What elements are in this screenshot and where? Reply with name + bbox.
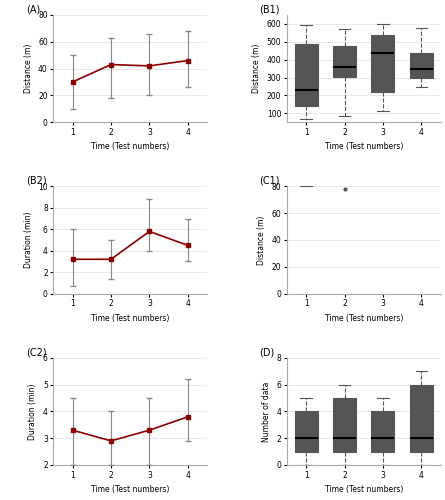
X-axis label: Time (Test numbers): Time (Test numbers) [91,485,170,494]
Y-axis label: Distance (m): Distance (m) [24,44,32,94]
Y-axis label: Number of data: Number of data [262,381,271,442]
PathPatch shape [372,0,394,32]
Text: (B2): (B2) [26,176,46,186]
Text: (D): (D) [259,347,275,357]
PathPatch shape [333,0,356,86]
PathPatch shape [410,384,433,452]
X-axis label: Time (Test numbers): Time (Test numbers) [324,314,403,322]
PathPatch shape [372,412,394,452]
PathPatch shape [333,46,356,76]
X-axis label: Time (Test numbers): Time (Test numbers) [324,485,403,494]
PathPatch shape [410,54,433,78]
PathPatch shape [333,398,356,452]
Text: (C1): (C1) [259,176,280,186]
Text: (B1): (B1) [259,4,280,14]
Text: (C2): (C2) [26,347,46,357]
Y-axis label: Distance (m): Distance (m) [257,216,266,264]
Y-axis label: Duration (min): Duration (min) [24,212,32,268]
Y-axis label: Duration (min): Duration (min) [28,383,37,440]
X-axis label: Time (Test numbers): Time (Test numbers) [91,142,170,152]
X-axis label: Time (Test numbers): Time (Test numbers) [91,314,170,322]
PathPatch shape [295,412,318,452]
PathPatch shape [295,0,318,120]
PathPatch shape [295,44,318,106]
PathPatch shape [372,34,394,92]
Text: (A): (A) [26,4,40,14]
X-axis label: Time (Test numbers): Time (Test numbers) [324,142,403,152]
Y-axis label: Distance (m): Distance (m) [252,44,261,94]
